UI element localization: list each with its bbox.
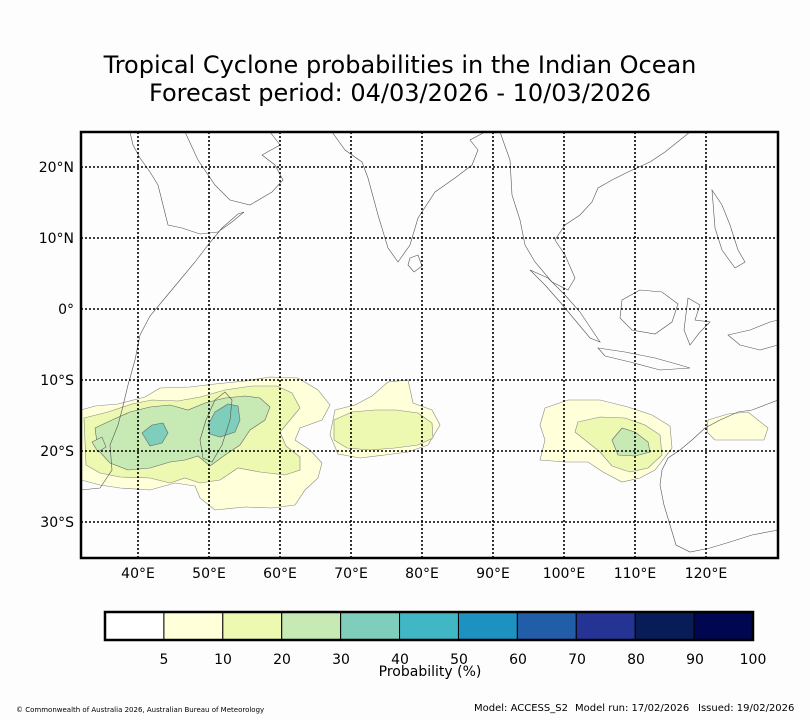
map-frame: [79, 130, 780, 560]
colorbar-swatch-3: [281, 611, 342, 641]
lon-label-80e: 80°E: [405, 566, 439, 582]
colorbar-swatch-10: [693, 611, 754, 641]
colorbar-tick-10: 10: [214, 652, 232, 668]
coast-philippines: [711, 188, 746, 269]
colorbar-swatch-1: [163, 611, 224, 641]
lon-label-50e: 50°E: [192, 566, 226, 582]
colorbar-ticks: 5 10 20 30 40 50 60 70 80 90 100: [160, 652, 767, 668]
contour-30pct-west-b: [207, 403, 241, 438]
contour-20pct-nw-australia: [611, 427, 651, 457]
colorbar: [103, 610, 755, 642]
copyright-notice: © Commonwealth of Australia 2026, Austra…: [16, 706, 265, 714]
contour-20pct-west-c: [91, 436, 107, 453]
lat-label-10s: 10°S: [40, 373, 74, 389]
coast-borneo: [619, 289, 679, 335]
coast-australia: [659, 399, 778, 553]
model-name: Model: ACCESS_S2: [474, 703, 568, 714]
colorbar-label: Probability (%): [378, 664, 482, 680]
colorbar-swatch-2: [222, 611, 283, 641]
colorbar-tick-100: 100: [740, 652, 767, 668]
contour-10pct-central: [333, 409, 434, 451]
colorbar-swatch-6: [457, 611, 518, 641]
colorbar-tick-50: 50: [450, 652, 468, 668]
contour-5pct-n-australia: [706, 411, 769, 441]
lon-label-60e: 60°E: [263, 566, 297, 582]
probability-contours: [81, 376, 769, 511]
coast-madagascar: [199, 391, 233, 463]
lat-label-30s: 30°S: [40, 515, 74, 531]
lon-label-100e: 100°E: [543, 566, 586, 582]
colorbar-swatch-7: [516, 611, 577, 641]
lon-label-110e: 110°E: [614, 566, 657, 582]
lat-label-20n: 20°N: [39, 160, 74, 176]
lat-label-10n: 10°N: [39, 231, 74, 247]
colorbar-swatch-4: [340, 611, 401, 641]
coast-se-asia: [499, 132, 691, 291]
colorbar-tick-5: 5: [160, 652, 169, 668]
lon-label-70e: 70°E: [334, 566, 368, 582]
coast-new-guinea: [727, 319, 778, 351]
gridlines: [81, 132, 778, 558]
colorbar-tick-90: 90: [686, 652, 704, 668]
colorbar-tick-20: 20: [273, 652, 291, 668]
colorbar-tick-40: 40: [391, 652, 409, 668]
lon-label-120e: 120°E: [685, 566, 728, 582]
issued-date: Issued: 19/02/2026: [698, 703, 795, 714]
coastlines: [81, 132, 778, 553]
coast-sumatra: [529, 269, 601, 343]
lat-label-0: 0°: [58, 302, 74, 318]
title-line-1: Tropical Cyclone probabilities in the In…: [103, 51, 697, 79]
contour-30pct-west-a: [141, 422, 169, 447]
colorbar-tick-80: 80: [627, 652, 645, 668]
title-line-2: Forecast period: 04/03/2026 - 10/03/2026: [149, 79, 651, 107]
colorbar-swatch-8: [575, 611, 636, 641]
colorbar-swatch-9: [634, 611, 695, 641]
colorbar-frame: [103, 610, 755, 642]
colorbar-swatch-0: [104, 611, 165, 641]
model-run-date: Model run: 17/02/2026: [575, 703, 690, 714]
coast-africa: [81, 132, 245, 491]
lat-label-20s: 20°S: [40, 444, 74, 460]
lon-label-90e: 90°E: [476, 566, 510, 582]
coast-java: [597, 347, 691, 371]
colorbar-tick-60: 60: [509, 652, 527, 668]
coast-arabia: [184, 132, 284, 206]
coast-india: [331, 132, 486, 263]
colorbar-swatch-5: [399, 611, 459, 641]
colorbar-tick-70: 70: [568, 652, 586, 668]
coast-sri-lanka: [407, 254, 423, 273]
axis-labels: 20°N 10°N 0° 10°S 20°S 30°S 40°E 50°E 60…: [39, 160, 728, 582]
lon-label-40e: 40°E: [121, 566, 155, 582]
coast-sulawesi: [683, 297, 711, 346]
colorbar-tick-30: 30: [332, 652, 350, 668]
